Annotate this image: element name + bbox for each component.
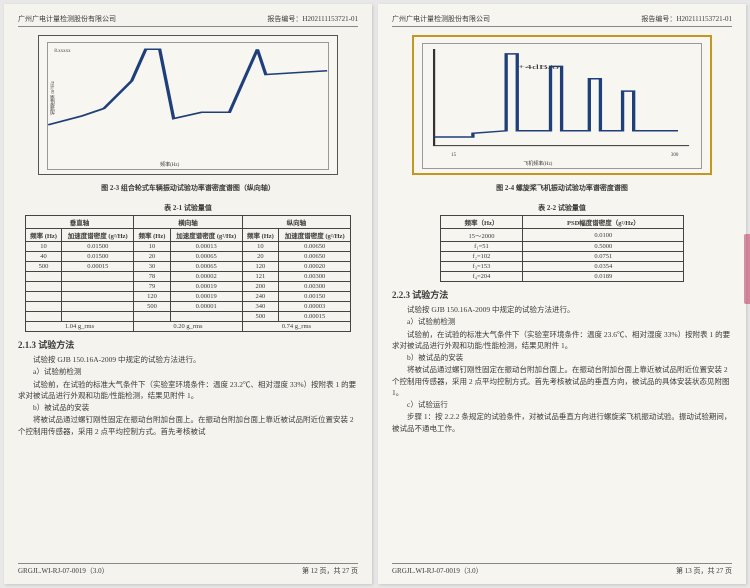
figure-caption-left: 图 2-3 组合轮式车辆振动试验功率谱密度谱图（纵向轴） (18, 183, 358, 193)
page-right: 广州广电计量检测股份有限公司 报告编号：H202111153721-01 +4d… (378, 4, 746, 584)
table-title-right: 表 2-2 试验量值 (392, 203, 732, 213)
table-row: f₁=510.5000 (440, 242, 684, 252)
para: a）试验前检测 (18, 366, 358, 377)
para: b）被试品的安装 (18, 402, 358, 413)
table-row: 5000.00015 (25, 312, 350, 322)
gh-long: 纵向轴 (242, 216, 351, 229)
footer-left: GRGJL.WI-RJ-07-0019（3.0） 第 12 页，共 27 页 (18, 563, 358, 576)
para: c）试验运行 (392, 399, 732, 410)
chart-right-plot: +4dB/o 飞机频率(Hz) 15 300 (422, 43, 701, 169)
para: 步骤 1：按 2.2.2 条规定的试验条件，对被试品垂直方向进行螺旋桨飞机振动试… (392, 411, 732, 434)
section-heading-right: 2.2.3 试验方法 (392, 288, 732, 301)
xtick: 15 (451, 153, 456, 158)
company-name: 广州广电计量检测股份有限公司 (18, 14, 116, 24)
footer-page: 第 12 页，共 27 页 (302, 566, 358, 576)
report-number: 报告编号：H202111153721-01 (641, 14, 732, 24)
report-number: 报告编号：H202111153721-01 (267, 14, 358, 24)
footer-page: 第 13 页，共 27 页 (676, 566, 732, 576)
para: 将被试品通过螺钉刚性固定在振动台附加台面上。在振动台附加台面上靠近被试品附近位置… (18, 414, 358, 437)
chart-left: 加速度谱 m²/Hz 频率(Hz) 8.xxxxx (38, 35, 337, 175)
table-row: 400.01500200.00065200.00650 (25, 252, 350, 262)
table-row: 1200.000192400.00150 (25, 292, 350, 302)
svg-text:+4dB/o: +4dB/o (518, 64, 560, 71)
ylabel: 加速度谱 m²/Hz (50, 81, 57, 115)
company-name: 广州广电计量检测股份有限公司 (392, 14, 490, 24)
table-title-left: 表 2-1 试验量值 (18, 203, 358, 213)
chart-right: +4dB/o 飞机频率(Hz) 15 300 (412, 35, 711, 175)
table-row: 5000.00015300.000651200.00020 (25, 262, 350, 272)
footer-right: GRGJL.WI-RJ-07-0019（3.0） 第 13 页，共 27 页 (392, 563, 732, 576)
table-row: 15～20000.0100 (440, 229, 684, 242)
table-row: 790.000192000.00300 (25, 282, 350, 292)
para: b）被试品的安装 (392, 352, 732, 363)
gh-vert: 垂直轴 (25, 216, 133, 229)
table-right: 频率（Hz） PSD幅度谱密度（g²/Hz） 15～20000.0100f₁=5… (440, 215, 685, 282)
para: 试验前，在试验的标准大气条件下（实验室环境条件：温度 23.2℃、相对湿度 33… (18, 379, 358, 402)
table-row: f₂=1020.0751 (440, 252, 684, 262)
gh-horiz: 横向轴 (134, 216, 242, 229)
para: a）试验前检测 (392, 316, 732, 327)
tick-note: 8.xxxxx (54, 49, 70, 54)
group-header-row: 垂直轴 横向轴 纵向轴 (25, 216, 350, 229)
header-row: 频率（Hz） PSD幅度谱密度（g²/Hz） (440, 216, 684, 229)
sub-header-row: 频率 (Hz)加速度谱密度 (g²/Hz) 频率 (Hz)加速度谱密度 (g²/… (25, 229, 350, 242)
rms-row: 1.04 g_rms 0.20 g_rms 0.74 g_rms (25, 322, 350, 332)
side-tab-marker (744, 234, 750, 304)
chart-left-plot: 加速度谱 m²/Hz 频率(Hz) 8.xxxxx (47, 42, 328, 170)
figure-caption-right: 图 2-4 螺旋桨飞机振动试验功率谱密度谱图 (392, 183, 732, 193)
table-row: f₄=2040.0189 (440, 272, 684, 282)
table-row: 100.01500100.00013100.00650 (25, 242, 350, 252)
header-right: 广州广电计量检测股份有限公司 报告编号：H202111153721-01 (392, 14, 732, 27)
section-heading-left: 2.1.3 试验方法 (18, 338, 358, 351)
table-row: 5000.000013400.00003 (25, 302, 350, 312)
page-left: 广州广电计量检测股份有限公司 报告编号：H202111153721-01 加速度… (4, 4, 372, 584)
xlabel: 频率(Hz) (160, 161, 179, 168)
xtick: 300 (671, 153, 679, 158)
table-row: f₃=1530.0354 (440, 262, 684, 272)
table-left: 垂直轴 横向轴 纵向轴 频率 (Hz)加速度谱密度 (g²/Hz) 频率 (Hz… (25, 215, 351, 332)
footer-code: GRGJL.WI-RJ-07-0019（3.0） (392, 566, 483, 576)
para: 试验按 GJB 150.16A-2009 中规定的试验方法进行。 (392, 304, 732, 315)
xlabel: 飞机频率(Hz) (523, 160, 552, 167)
para: 试验按 GJB 150.16A-2009 中规定的试验方法进行。 (18, 354, 358, 365)
table-row: 780.000021210.00300 (25, 272, 350, 282)
footer-code: GRGJL.WI-RJ-07-0019（3.0） (18, 566, 109, 576)
para: 试验前，在试验的标准大气条件下（实验室环境条件：温度 23.6℃、相对湿度 33… (392, 329, 732, 352)
header-left: 广州广电计量检测股份有限公司 报告编号：H202111153721-01 (18, 14, 358, 27)
para: 将被试品通过螺钉刚性固定在振动台附加台面上。在振动台附加台面上靠近被试品附近位置… (392, 364, 732, 398)
